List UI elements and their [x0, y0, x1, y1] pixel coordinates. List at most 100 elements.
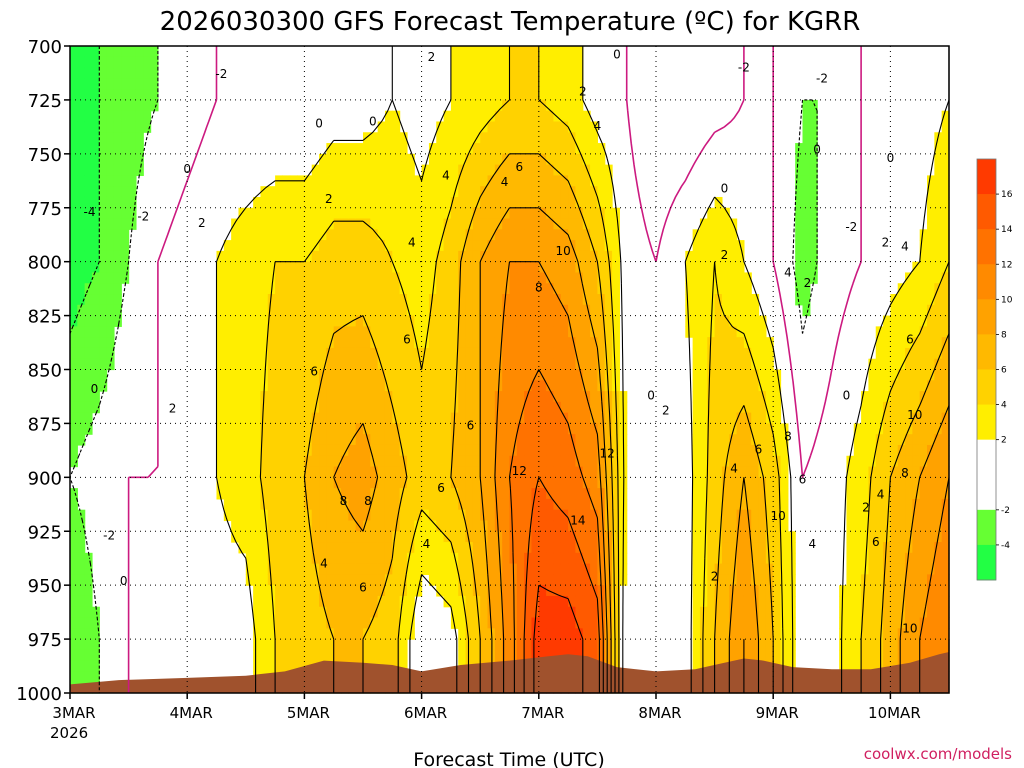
field-cell — [253, 498, 262, 511]
field-cell — [472, 498, 481, 511]
field-cell — [941, 240, 950, 252]
field-cell — [304, 412, 313, 425]
field-cell — [267, 391, 276, 403]
field-cell — [428, 153, 437, 166]
field-cell — [311, 639, 320, 651]
field-cell — [861, 477, 870, 489]
field-cell — [304, 606, 313, 619]
field-cell — [919, 488, 928, 500]
field-cell — [699, 628, 708, 640]
field-cell — [721, 434, 730, 446]
field-cell — [751, 520, 760, 532]
field-cell — [399, 401, 408, 414]
field-cell — [919, 520, 928, 532]
field-cell — [443, 585, 452, 597]
field-cell — [304, 207, 313, 220]
field-cell — [538, 369, 547, 381]
field-cell — [128, 78, 137, 90]
field-cell — [399, 477, 408, 489]
field-cell — [458, 391, 467, 403]
field-cell — [809, 218, 818, 230]
field-cell — [524, 218, 533, 230]
field-cell — [568, 531, 577, 543]
field-cell — [253, 563, 262, 575]
field-cell — [267, 218, 276, 230]
field-cell — [883, 358, 891, 371]
field-cell — [509, 639, 518, 651]
field-cell — [487, 574, 496, 586]
field-cell — [582, 520, 591, 532]
field-cell — [809, 186, 818, 198]
field-cell — [458, 401, 467, 414]
field-cell — [443, 542, 452, 554]
field-cell — [714, 218, 723, 230]
field-cell — [319, 347, 327, 360]
field-cell — [692, 229, 701, 241]
field-cell — [553, 121, 562, 133]
field-cell — [509, 207, 518, 220]
field-cell — [304, 218, 313, 230]
field-cell — [143, 121, 152, 133]
field-cell — [297, 326, 305, 338]
field-cell — [743, 444, 752, 457]
field-cell — [443, 240, 452, 252]
field-cell — [875, 542, 884, 554]
field-cell — [743, 272, 752, 284]
field-cell — [465, 520, 474, 532]
field-cell — [538, 498, 547, 511]
field-cell — [714, 229, 723, 241]
field-cell — [282, 498, 291, 511]
field-cell — [839, 606, 848, 619]
field-cell — [494, 574, 503, 586]
field-cell — [773, 477, 782, 489]
field-cell — [223, 347, 232, 360]
field-cell — [421, 326, 430, 338]
field-cell — [516, 186, 525, 198]
field-cell — [260, 617, 269, 629]
field-cell — [714, 261, 723, 274]
field-cell — [553, 337, 562, 349]
field-cell — [465, 218, 474, 230]
field-cell — [253, 444, 262, 457]
field-cell — [582, 552, 591, 565]
field-cell — [934, 143, 943, 155]
field-cell — [729, 552, 738, 565]
field-cell — [223, 455, 232, 468]
field-cell — [758, 477, 767, 489]
field-cell — [311, 649, 320, 662]
field-cell — [282, 218, 291, 230]
field-cell — [736, 369, 745, 381]
field-cell — [304, 380, 313, 392]
field-cell — [897, 639, 906, 651]
field-cell — [77, 412, 86, 425]
field-cell — [326, 509, 335, 522]
field-cell — [707, 574, 716, 586]
field-cell — [692, 563, 701, 575]
field-cell — [121, 272, 130, 284]
field-cell — [853, 434, 862, 446]
credit-link[interactable]: coolwx.com/models — [864, 745, 1012, 763]
field-cell — [384, 585, 393, 597]
field-cell — [333, 240, 342, 252]
field-cell — [275, 391, 284, 403]
field-cell — [267, 444, 276, 457]
field-cell — [458, 99, 467, 112]
field-cell — [502, 412, 511, 425]
field-cell — [260, 391, 269, 403]
field-cell — [260, 250, 269, 263]
field-cell — [231, 358, 240, 371]
field-cell — [516, 175, 525, 187]
field-cell — [707, 391, 716, 403]
field-cell — [707, 229, 716, 241]
field-cell — [304, 272, 313, 284]
field-cell — [604, 186, 613, 198]
field-cell — [458, 347, 467, 360]
field-cell — [699, 283, 708, 295]
field-cell — [450, 531, 459, 543]
field-cell — [128, 175, 137, 187]
field-cell — [311, 585, 320, 597]
field-cell — [546, 304, 555, 317]
field-cell — [765, 488, 774, 500]
field-cell — [509, 229, 518, 241]
field-cell — [282, 488, 291, 500]
